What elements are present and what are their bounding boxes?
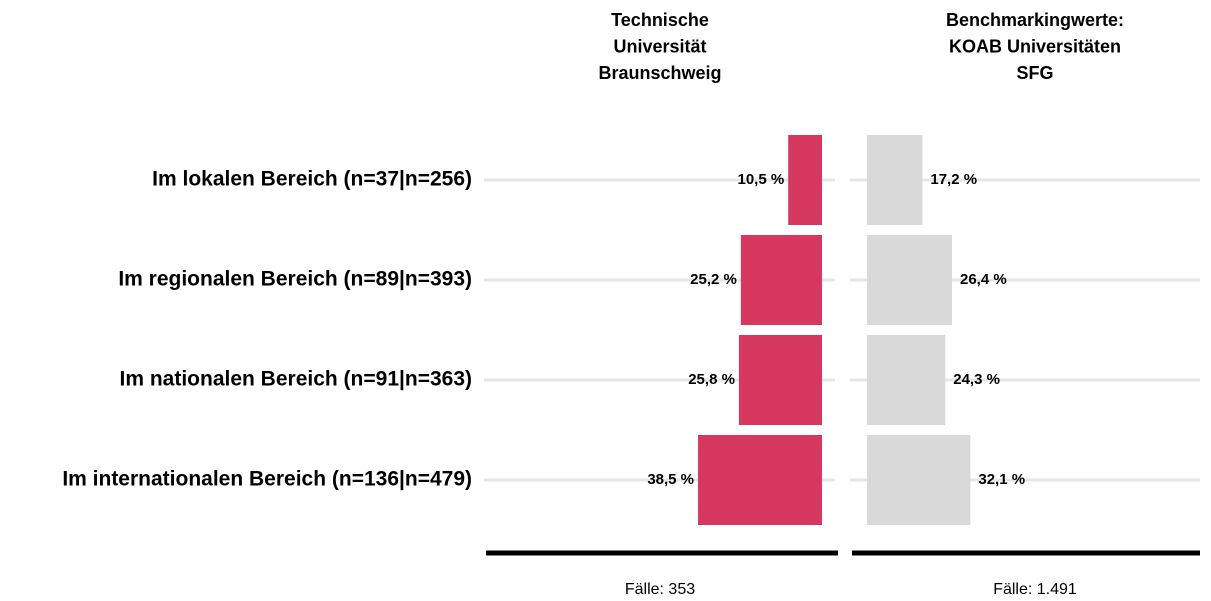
footer: Fälle: 353 — [625, 581, 695, 598]
value-label: 32,1 % — [978, 471, 1025, 488]
panel-title: Benchmarkingwerte: — [946, 10, 1124, 30]
panel-title: Braunschweig — [598, 63, 721, 83]
footer: Fälle: 1.491 — [993, 581, 1077, 598]
value-label: 10,5 % — [737, 171, 784, 188]
value-label: 38,5 % — [647, 471, 694, 488]
panel-title: SFG — [1016, 63, 1053, 83]
bar — [867, 335, 946, 425]
panel-title: KOAB Universitäten — [949, 36, 1121, 56]
bar — [867, 135, 923, 225]
panel-title: Universität — [613, 36, 706, 56]
value-label: 25,2 % — [690, 271, 737, 288]
value-label: 17,2 % — [930, 171, 977, 188]
bar — [738, 335, 822, 425]
value-label: 25,8 % — [688, 371, 735, 388]
value-label: 26,4 % — [960, 271, 1007, 288]
value-label: 24,3 % — [953, 371, 1000, 388]
panel-title: Technische — [611, 10, 709, 30]
bar — [788, 135, 822, 225]
category-label: Im regionalen Bereich (n=89|n=393) — [118, 268, 472, 291]
category-label: Im internationalen Bereich (n=136|n=479) — [62, 468, 472, 491]
bar — [867, 435, 971, 525]
category-label: Im lokalen Bereich (n=37|n=256) — [152, 168, 472, 191]
bar — [867, 235, 953, 325]
bar — [740, 235, 822, 325]
category-label: Im nationalen Bereich (n=91|n=363) — [120, 368, 473, 391]
bar — [698, 435, 822, 525]
